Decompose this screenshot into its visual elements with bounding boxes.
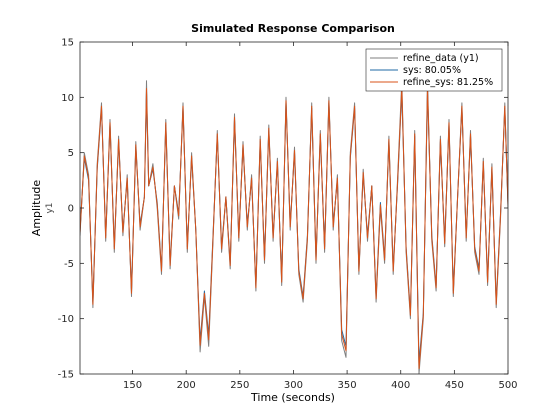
series-line-refine-sys [80, 86, 508, 369]
x-axis-label: Time (seconds) [250, 391, 335, 404]
y-tick-label: -15 [58, 370, 74, 381]
y-axis-ticks: -15 -10 -5 0 5 10 15 [58, 38, 508, 381]
series-layer [80, 80, 508, 374]
y-tick-label: 0 [68, 204, 74, 215]
x-tick-label: 250 [230, 380, 249, 391]
x-tick-label: 150 [123, 380, 142, 391]
x-tick-label: 300 [284, 380, 303, 391]
legend-label-refine-sys: refine_sys: 81.25% [403, 77, 493, 88]
x-tick-label: 350 [338, 380, 357, 391]
x-tick-label: 450 [445, 380, 464, 391]
x-tick-label: 400 [391, 380, 410, 391]
y-tick-label: -5 [64, 259, 74, 270]
y-axis-label: Amplitude [30, 180, 43, 237]
legend-label-refine-data: refine_data (y1) [403, 53, 479, 64]
y-axis-sublabel: y1 [45, 202, 55, 213]
x-tick-label: 200 [177, 380, 196, 391]
y-tick-label: 15 [61, 38, 74, 49]
y-tick-label: 10 [61, 93, 74, 104]
x-tick-label: 500 [498, 380, 517, 391]
plot-area [80, 42, 508, 374]
y-tick-label: 5 [68, 148, 74, 159]
chart-title: Simulated Response Comparison [191, 22, 395, 35]
legend-label-sys: sys: 80.05% [403, 65, 461, 76]
x-axis-ticks: 150 200 250 300 350 400 450 500 [123, 42, 518, 391]
legend[interactable]: refine_data (y1) sys: 80.05% refine_sys:… [365, 48, 503, 92]
y-tick-label: -10 [58, 314, 74, 325]
